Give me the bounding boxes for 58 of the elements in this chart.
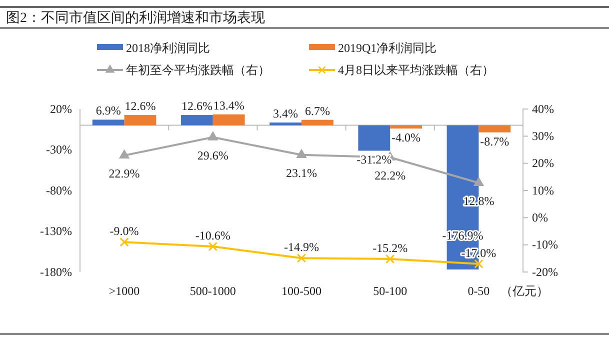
data-label: 13.4% [213, 98, 244, 112]
point [474, 259, 484, 268]
data-label: 29.6% [197, 148, 228, 162]
bar [270, 122, 302, 126]
bar [478, 125, 511, 132]
point [120, 238, 129, 247]
bar [358, 125, 390, 151]
data-label: 23.1% [286, 166, 317, 180]
bar [124, 115, 156, 126]
data-label: -10.6% [195, 228, 230, 242]
legend-label: 2018净利润同比 [126, 41, 210, 55]
y-tick-label: -80% [46, 183, 72, 198]
data-label: -14.9% [284, 240, 319, 254]
bar [212, 114, 245, 126]
chart-title: 图2：不同市值区间的利润增速和市场表现 [6, 10, 265, 26]
y2-tick-label: 20% [532, 156, 554, 170]
y-tick-label: -130% [40, 224, 72, 238]
data-label: 22.2% [374, 168, 406, 182]
x-tick-label: 100-500 [282, 284, 322, 298]
bar [390, 125, 422, 129]
bar [181, 115, 213, 126]
data-label: 6.9% [96, 104, 121, 118]
bar [92, 120, 124, 126]
x-tick-label: >1000 [108, 284, 140, 298]
x-tick-label: 50-100 [373, 284, 408, 298]
data-label: -15.2% [372, 240, 408, 255]
point [208, 242, 218, 252]
data-label: -4.0% [392, 130, 421, 145]
point [296, 254, 306, 263]
x-tick-label: 500-1000 [190, 284, 236, 298]
y2-tick-label: -20% [532, 264, 558, 279]
point [473, 176, 484, 186]
data-label: 12.6% [124, 99, 156, 114]
x-axis-title: （亿元） [500, 284, 549, 298]
bar [302, 120, 334, 126]
legend-label: 2019Q1净利润同比 [338, 41, 437, 55]
y-tick-label: 20% [50, 102, 72, 116]
y2-tick-label: 40% [532, 102, 554, 116]
y2-tick-label: 10% [532, 183, 554, 198]
y2-tick-label: 30% [532, 129, 554, 144]
point [118, 149, 130, 159]
y-tick-label: -180% [40, 264, 72, 279]
point [208, 131, 218, 140]
data-label: -31.2% [356, 152, 392, 167]
data-label: -8.7% [480, 134, 510, 148]
point [296, 148, 307, 158]
y-tick-label: -30% [46, 142, 72, 157]
point [386, 254, 395, 264]
legend-label: 年初至今平均涨跌幅（右） [126, 63, 270, 77]
legend-label: 4月8日以来平均涨跌幅（右） [338, 63, 494, 77]
data-label: 3.4% [273, 106, 298, 121]
data-label: 12.6% [181, 99, 212, 114]
data-label: -9.0% [110, 224, 139, 238]
y2-tick-label: 0% [532, 210, 548, 225]
data-label: 22.9% [108, 166, 140, 180]
x-tick-label: 0-50 [468, 284, 490, 298]
y2-tick-label: -10% [532, 238, 558, 252]
data-label: 6.7% [304, 104, 330, 118]
